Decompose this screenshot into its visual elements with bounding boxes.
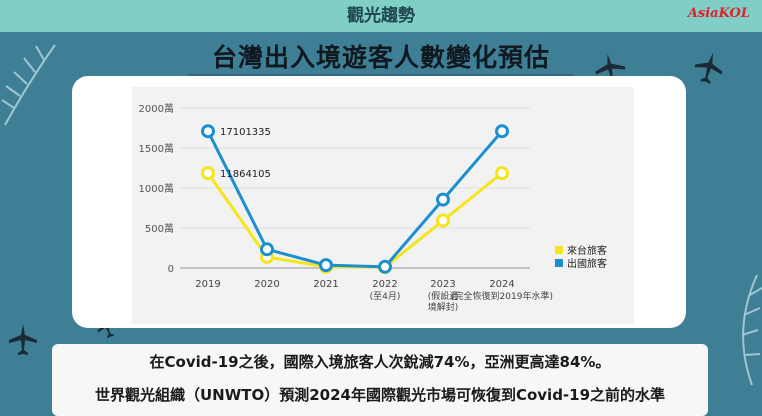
x-tick-label: 2022	[372, 279, 397, 290]
data-label: 17101335	[220, 127, 271, 138]
notes-box	[52, 344, 708, 416]
palm-leaf-decoration	[1, 44, 56, 126]
x-tick-label: 2024	[489, 279, 514, 290]
data-point	[319, 258, 333, 273]
legend-swatch	[555, 259, 563, 267]
y-tick-label: 2000萬	[139, 102, 174, 115]
note-text: 在Covid-19之後，國際入境旅客人次銳減74%，亞洲更高達84%。	[149, 353, 611, 371]
airplane-icon	[595, 54, 626, 84]
airplane-icon	[694, 52, 723, 84]
x-tick-sublabel: (至4月)	[370, 291, 401, 302]
legend-swatch	[555, 246, 563, 254]
palm-leaf-decoration	[741, 274, 762, 386]
data-point	[436, 192, 450, 207]
data-point	[260, 242, 274, 257]
data-point	[495, 166, 509, 181]
top-banner	[0, 0, 762, 32]
x-tick-sublabel: (完全恢復到2019年水準)	[451, 290, 553, 302]
y-tick-label: 1500萬	[139, 142, 174, 155]
x-tick-sublabel: 境解封)	[428, 301, 459, 313]
y-tick-label: 500萬	[145, 222, 174, 235]
airplane-icon	[9, 324, 37, 355]
legend-label: 來台旅客	[567, 244, 607, 257]
y-tick-label: 0	[168, 264, 174, 275]
data-point	[378, 259, 392, 274]
section-title: 觀光趨勢	[347, 6, 415, 26]
legend-label: 出國旅客	[567, 257, 607, 270]
x-tick-sublabel: (假設邊	[428, 290, 459, 302]
data-point	[201, 166, 215, 181]
data-point	[436, 213, 450, 228]
page-title: 台灣出入境遊客人數變化預估	[211, 43, 550, 72]
x-tick-label: 2021	[313, 279, 338, 290]
series-line-1	[206, 130, 504, 269]
x-tick-label: 2019	[195, 279, 220, 290]
x-tick-label: 2020	[254, 279, 279, 290]
data-point	[495, 124, 509, 139]
title-underline	[188, 74, 574, 77]
data-label: 11864105	[220, 169, 271, 180]
note-text: 世界觀光組織（UNWTO）預測2024年國際觀光市場可恢復到Covid-19之前…	[94, 386, 666, 404]
chart-background	[132, 87, 634, 324]
brand-logo: AsiaKOL	[687, 6, 750, 21]
data-point	[201, 124, 215, 139]
x-tick-label: 2023	[430, 279, 455, 290]
y-tick-label: 1000萬	[139, 182, 174, 195]
